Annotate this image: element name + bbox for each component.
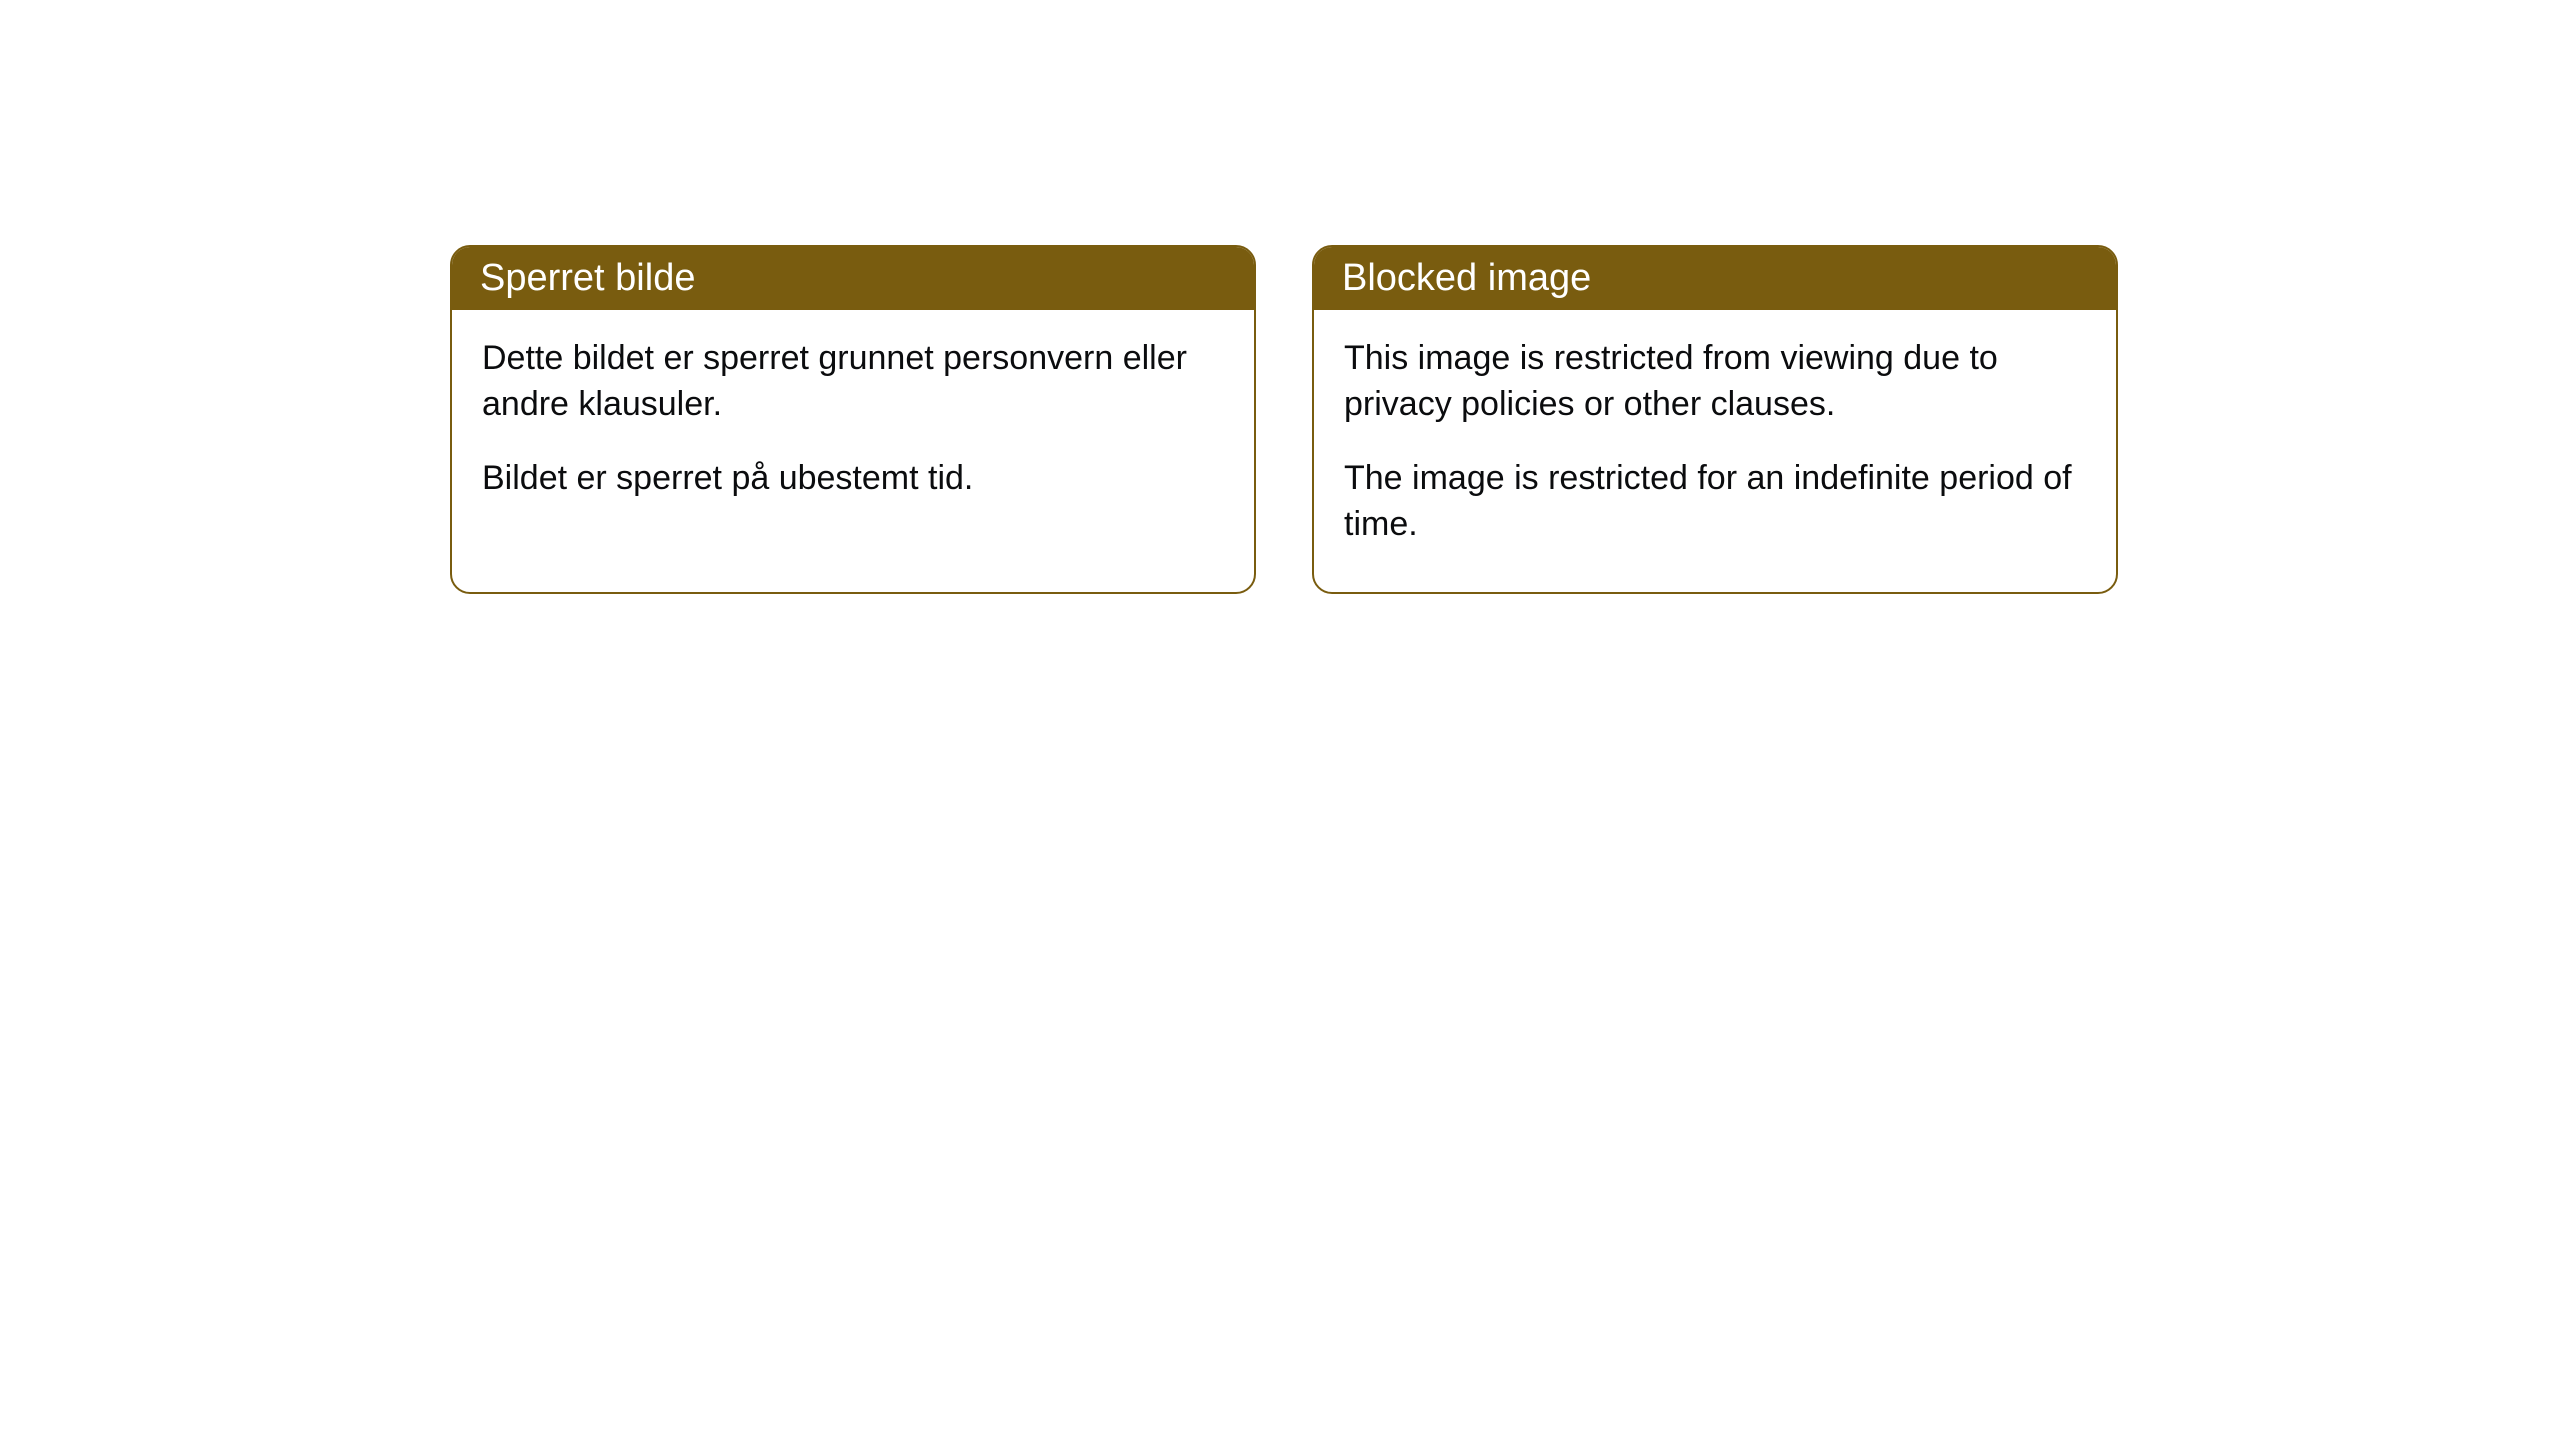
card-body: Dette bildet er sperret grunnet personve… (452, 310, 1254, 546)
notice-card-english: Blocked image This image is restricted f… (1312, 245, 2118, 594)
notice-card-norwegian: Sperret bilde Dette bildet er sperret gr… (450, 245, 1256, 594)
card-header: Blocked image (1314, 247, 2116, 310)
notice-cards-container: Sperret bilde Dette bildet er sperret gr… (450, 245, 2118, 594)
card-paragraph: The image is restricted for an indefinit… (1344, 456, 2086, 548)
card-paragraph: This image is restricted from viewing du… (1344, 336, 2086, 428)
card-title: Sperret bilde (480, 257, 695, 299)
card-title: Blocked image (1342, 257, 1591, 299)
card-paragraph: Bildet er sperret på ubestemt tid. (482, 456, 1224, 502)
card-header: Sperret bilde (452, 247, 1254, 310)
card-paragraph: Dette bildet er sperret grunnet personve… (482, 336, 1224, 428)
card-body: This image is restricted from viewing du… (1314, 310, 2116, 592)
